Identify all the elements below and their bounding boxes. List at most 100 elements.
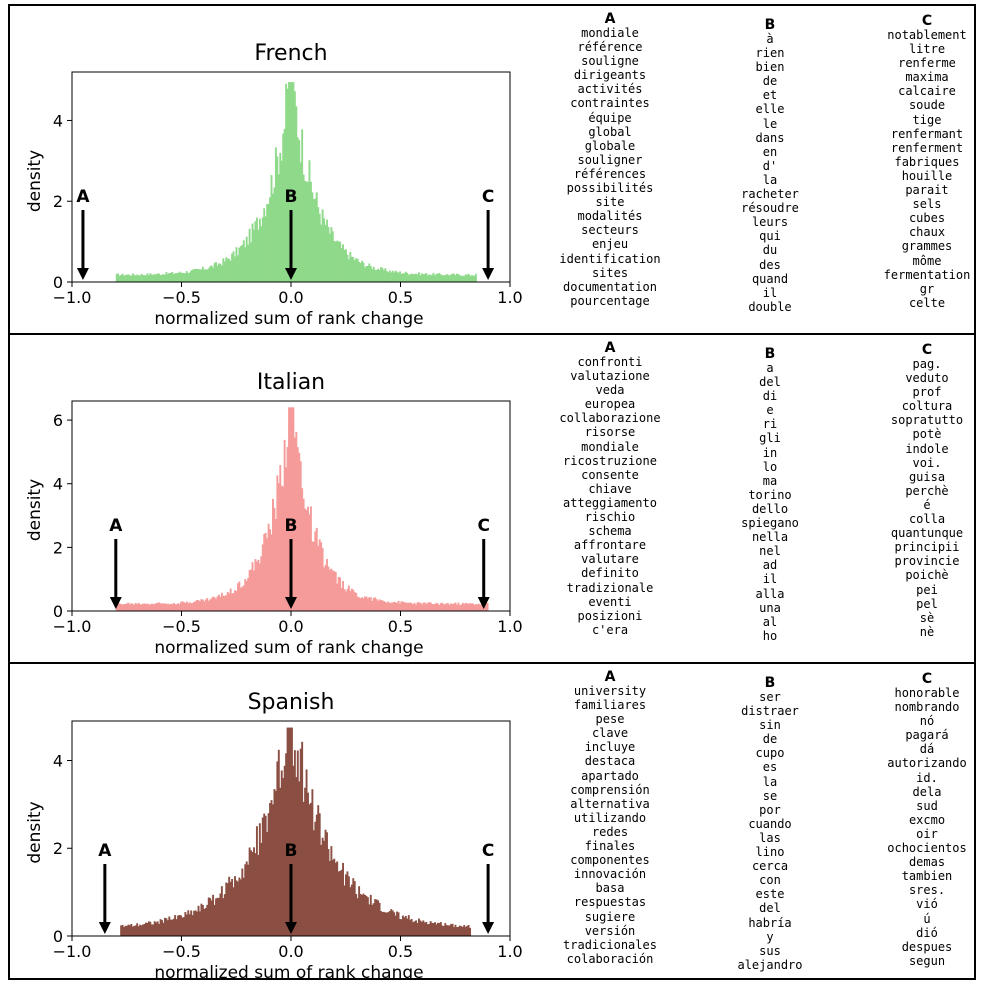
histogram-bar — [435, 602, 438, 611]
histogram-bar — [270, 175, 273, 282]
histogram-bar — [126, 274, 128, 282]
histogram-bar — [193, 269, 196, 282]
word-item: celte — [908, 295, 946, 310]
word-item: despues — [901, 939, 953, 954]
histogram-bar — [242, 585, 245, 611]
histogram-bar — [177, 915, 180, 936]
histogram-bar — [239, 587, 242, 611]
histogram-bar — [159, 919, 162, 936]
histogram-bar — [366, 598, 369, 611]
histogram-bar — [464, 274, 467, 282]
histogram-bar — [467, 603, 470, 611]
histogram-bar — [206, 269, 209, 282]
histogram-bar — [330, 227, 333, 282]
histogram-bar — [283, 439, 286, 611]
histogram-bar — [149, 604, 152, 611]
histogram-bar — [326, 832, 328, 936]
histogram-bar — [118, 275, 121, 282]
histogram-bar — [327, 226, 330, 282]
marker-label: C — [482, 841, 494, 861]
histogram-bar — [229, 260, 232, 282]
histogram-bar — [472, 603, 474, 611]
marker-c: C — [477, 516, 490, 609]
histogram-bar — [270, 800, 273, 936]
chart-title: Italian — [257, 370, 325, 395]
histogram-bar — [248, 228, 251, 282]
histogram-bar — [263, 533, 266, 611]
histogram-bar — [324, 564, 327, 611]
word-item: ú — [923, 911, 931, 926]
word-item: collaborazione — [559, 411, 661, 426]
histogram-bar — [432, 272, 435, 282]
histogram-bar — [434, 275, 436, 282]
histogram-bar — [304, 787, 307, 936]
histogram-bar — [180, 272, 182, 282]
histogram-bar — [323, 218, 326, 282]
histogram-bar — [133, 604, 136, 611]
histogram-bar — [330, 568, 333, 611]
histogram-bar — [444, 604, 447, 611]
histogram-bar — [242, 877, 245, 936]
histogram-bar — [153, 921, 156, 936]
histogram-bar — [364, 894, 366, 936]
word-item: destaca — [584, 754, 636, 769]
histogram-bar — [178, 915, 181, 936]
histogram-bar — [258, 218, 261, 282]
histogram-bar — [121, 604, 124, 611]
word-item: distraer — [741, 704, 799, 719]
histogram-bar — [120, 925, 123, 936]
histogram-bar — [250, 242, 253, 282]
histogram-bar — [149, 921, 152, 936]
word-column-header: C — [921, 671, 933, 687]
x-tick-label: 0.5 — [388, 617, 413, 636]
word-item: autorizando — [887, 756, 967, 771]
histogram-bar — [423, 602, 426, 611]
word-item: rien — [755, 46, 785, 61]
histogram-bar — [127, 602, 130, 611]
histogram-bar — [182, 602, 185, 611]
histogram-bar — [137, 926, 140, 936]
histogram-bar — [251, 223, 254, 282]
histogram-bar — [146, 273, 149, 282]
word-item: cubes — [908, 211, 946, 226]
histogram-bar — [420, 273, 423, 282]
histogram-bar — [219, 893, 222, 936]
histogram-bar — [257, 559, 260, 611]
histogram-bar — [168, 273, 171, 282]
histogram-bar — [369, 265, 372, 282]
histogram-bar — [128, 604, 131, 611]
word-item: oir — [916, 826, 938, 841]
histogram-bar — [123, 927, 125, 936]
histogram-bar — [274, 519, 277, 611]
histogram-bar — [340, 869, 343, 936]
histogram-bar — [364, 267, 366, 282]
histogram-bar — [241, 586, 244, 611]
word-item: principii — [894, 540, 960, 555]
histogram-bar — [368, 904, 371, 936]
word-item: quand — [751, 271, 789, 286]
histogram-bar — [380, 267, 382, 282]
marker-arrow-head — [482, 268, 495, 280]
histogram-bar — [406, 272, 409, 282]
histogram-bar — [123, 275, 125, 282]
histogram-bar — [293, 91, 296, 282]
histogram-bar — [143, 274, 146, 282]
histogram-bar — [220, 886, 223, 936]
histogram-bar — [318, 213, 321, 282]
word-item: renfermant — [890, 126, 964, 141]
histogram-bar — [201, 266, 204, 282]
histogram-bar — [209, 898, 212, 936]
word-item: il — [762, 572, 778, 587]
histogram-bar — [193, 910, 196, 936]
histogram-bar — [423, 274, 426, 282]
histogram-bar — [375, 899, 378, 936]
histogram-bar — [361, 597, 363, 611]
histogram-bar — [182, 273, 185, 282]
histogram-bar — [254, 853, 257, 936]
histogram-bar — [121, 924, 124, 936]
histogram-bar — [190, 603, 193, 611]
histogram-bar — [255, 561, 258, 611]
histogram-bar — [422, 274, 425, 282]
histogram-bar — [216, 596, 219, 611]
word-item: résoudre — [741, 201, 799, 216]
